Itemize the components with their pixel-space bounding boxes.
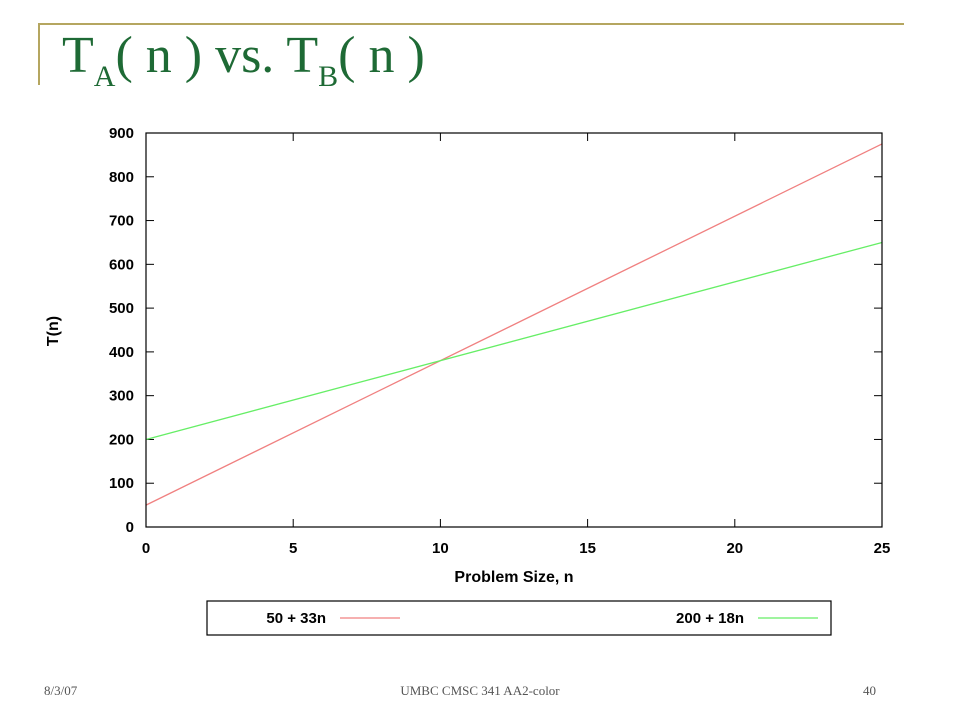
x-tick-label: 0 <box>142 540 150 557</box>
plot-area-frame <box>145 132 883 528</box>
series-line-1 <box>145 143 883 506</box>
legend: 50 + 33n 200 + 18n <box>266 610 818 627</box>
title-t-a: T <box>62 27 94 84</box>
title-sub-b: B <box>318 60 339 93</box>
legend-label-1: 50 + 33n <box>266 610 326 627</box>
y-tick-label: 200 <box>109 431 134 448</box>
axis-ticks <box>145 132 883 528</box>
title-end: ( n ) <box>338 27 425 84</box>
series-line-2 <box>145 241 883 441</box>
y-tick-label: 700 <box>109 213 134 230</box>
y-tick-label: 100 <box>109 475 134 492</box>
footer-page-number: 40 <box>863 683 876 698</box>
y-tick-label: 500 <box>109 300 134 317</box>
legend-box <box>206 600 832 636</box>
y-tick-label: 800 <box>109 169 134 186</box>
tick-labels: 0 100 200 300 400 500 600 700 800 900 0 5 10 15 20 25 <box>109 125 890 557</box>
footer-date: 8/3/07 <box>44 683 78 698</box>
x-tick-label: 25 <box>874 540 891 557</box>
y-tick-label: 0 <box>126 519 134 536</box>
series-lines <box>145 143 883 506</box>
y-tick-label: 900 <box>109 125 134 142</box>
y-axis-label: T(n) <box>45 316 62 346</box>
footer-course: UMBC CMSC 341 AA2-color <box>400 683 560 698</box>
title-middle: ( n ) vs. T <box>115 27 319 84</box>
y-tick-label: 600 <box>109 256 134 273</box>
x-tick-label: 5 <box>289 540 297 557</box>
y-tick-label: 300 <box>109 388 134 405</box>
slide-title: TA( n ) vs. TB( n ) <box>62 30 425 92</box>
x-axis-label: Problem Size, n <box>454 569 573 586</box>
slide-frame-top-rule <box>38 23 904 25</box>
x-tick-label: 10 <box>432 540 449 557</box>
y-tick-label: 400 <box>109 344 134 361</box>
slide-frame-left-rule <box>38 23 40 85</box>
legend-label-2: 200 + 18n <box>676 610 744 627</box>
x-tick-label: 15 <box>579 540 596 557</box>
title-sub-a: A <box>93 60 116 93</box>
x-tick-label: 20 <box>726 540 743 557</box>
